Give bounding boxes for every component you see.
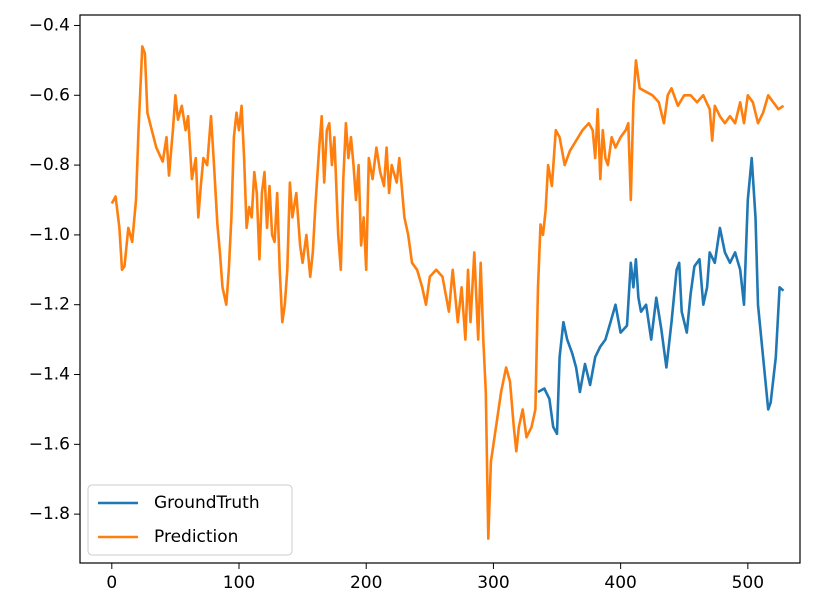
- y-tick-label: −1.2: [29, 295, 70, 315]
- y-tick-label: −1.0: [29, 225, 70, 245]
- y-tick-label: −0.6: [29, 85, 70, 105]
- legend-box: [87, 484, 293, 556]
- y-tick-label: −1.6: [29, 434, 70, 454]
- legend-label: Prediction: [154, 527, 238, 547]
- x-tick-label: 100: [223, 573, 255, 593]
- x-tick-label: 500: [732, 573, 764, 593]
- y-tick-label: −0.4: [29, 15, 70, 35]
- legend: GroundTruth Prediction: [87, 484, 293, 556]
- x-tick-label: 0: [106, 573, 117, 593]
- y-tick-label: −0.8: [29, 155, 70, 175]
- y-tick-label: −1.8: [29, 504, 70, 524]
- series-line: [110, 45, 785, 540]
- series-line: [537, 156, 785, 436]
- x-tick-label: 400: [604, 573, 636, 593]
- legend-label: GroundTruth: [154, 493, 260, 513]
- y-tick-label: −1.4: [29, 365, 70, 385]
- plot-frame: [79, 14, 801, 564]
- x-tick-label: 300: [477, 573, 509, 593]
- x-tick-label: 200: [350, 573, 382, 593]
